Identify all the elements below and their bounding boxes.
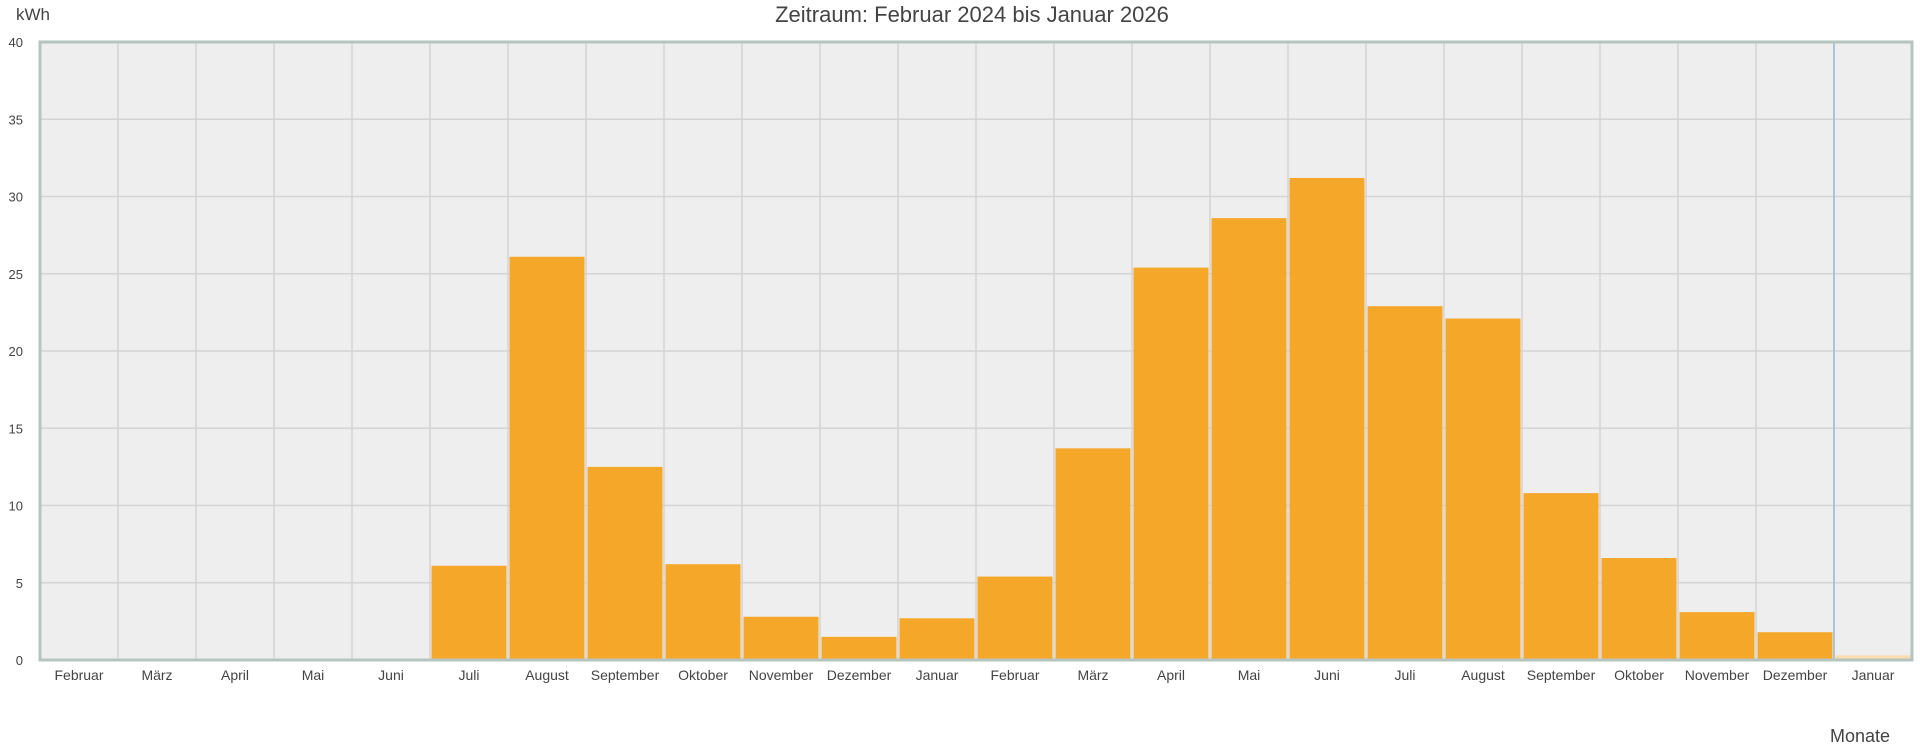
bar	[1211, 218, 1287, 660]
x-tick-label: März	[141, 667, 172, 683]
bar	[743, 616, 819, 660]
x-tick-label: August	[1461, 667, 1505, 683]
bar	[1523, 493, 1599, 660]
x-tick-label: Dezember	[1763, 667, 1828, 683]
y-tick-label: 30	[9, 190, 23, 205]
y-axis-label: kWh	[16, 5, 50, 24]
x-tick-label: Mai	[1238, 667, 1261, 683]
bar	[1757, 632, 1833, 660]
bar	[1055, 448, 1131, 660]
bar	[1289, 177, 1365, 660]
x-tick-label: März	[1077, 667, 1108, 683]
x-tick-label: Januar	[916, 667, 959, 683]
bar	[1445, 318, 1521, 660]
bar	[665, 564, 741, 660]
x-tick-label: August	[525, 667, 569, 683]
bar	[1679, 612, 1755, 660]
bar	[1133, 267, 1209, 660]
bar	[977, 576, 1053, 660]
x-tick-label: Oktober	[1614, 667, 1664, 683]
bar	[1601, 558, 1677, 660]
chart-title: Zeitraum: Februar 2024 bis Januar 2026	[775, 2, 1169, 27]
x-tick-label: Juni	[378, 667, 404, 683]
x-tick-label: September	[591, 667, 660, 683]
plot-frame	[38, 40, 1914, 662]
bar	[431, 565, 507, 660]
x-tick-label: Juli	[458, 667, 479, 683]
x-tick-label: Dezember	[827, 667, 892, 683]
x-tick-label: Juni	[1314, 667, 1340, 683]
x-tick-label: November	[1685, 667, 1750, 683]
x-tick-label: April	[221, 667, 249, 683]
bar	[899, 618, 975, 660]
y-tick-label: 5	[16, 576, 23, 591]
y-tick-label: 40	[9, 35, 23, 50]
x-tick-label: April	[1157, 667, 1185, 683]
x-tick-label: November	[749, 667, 814, 683]
y-tick-label: 35	[9, 112, 23, 127]
y-tick-label: 25	[9, 267, 23, 282]
bar	[587, 466, 663, 660]
x-tick-label: Juli	[1394, 667, 1415, 683]
x-tick-label: Februar	[990, 667, 1039, 683]
bar	[1367, 306, 1443, 660]
y-tick-label: 20	[9, 344, 23, 359]
x-tick-label: Januar	[1852, 667, 1895, 683]
x-tick-label: September	[1527, 667, 1596, 683]
bar	[509, 256, 585, 660]
bar	[821, 636, 897, 660]
y-tick-label: 15	[9, 421, 23, 436]
x-tick-label: Februar	[54, 667, 103, 683]
x-tick-label: Oktober	[678, 667, 728, 683]
y-tick-label: 10	[9, 499, 23, 514]
bar	[1835, 655, 1911, 660]
x-tick-label: Mai	[302, 667, 325, 683]
x-axis-label: Monate	[1830, 726, 1890, 746]
y-tick-label: 0	[16, 653, 23, 668]
